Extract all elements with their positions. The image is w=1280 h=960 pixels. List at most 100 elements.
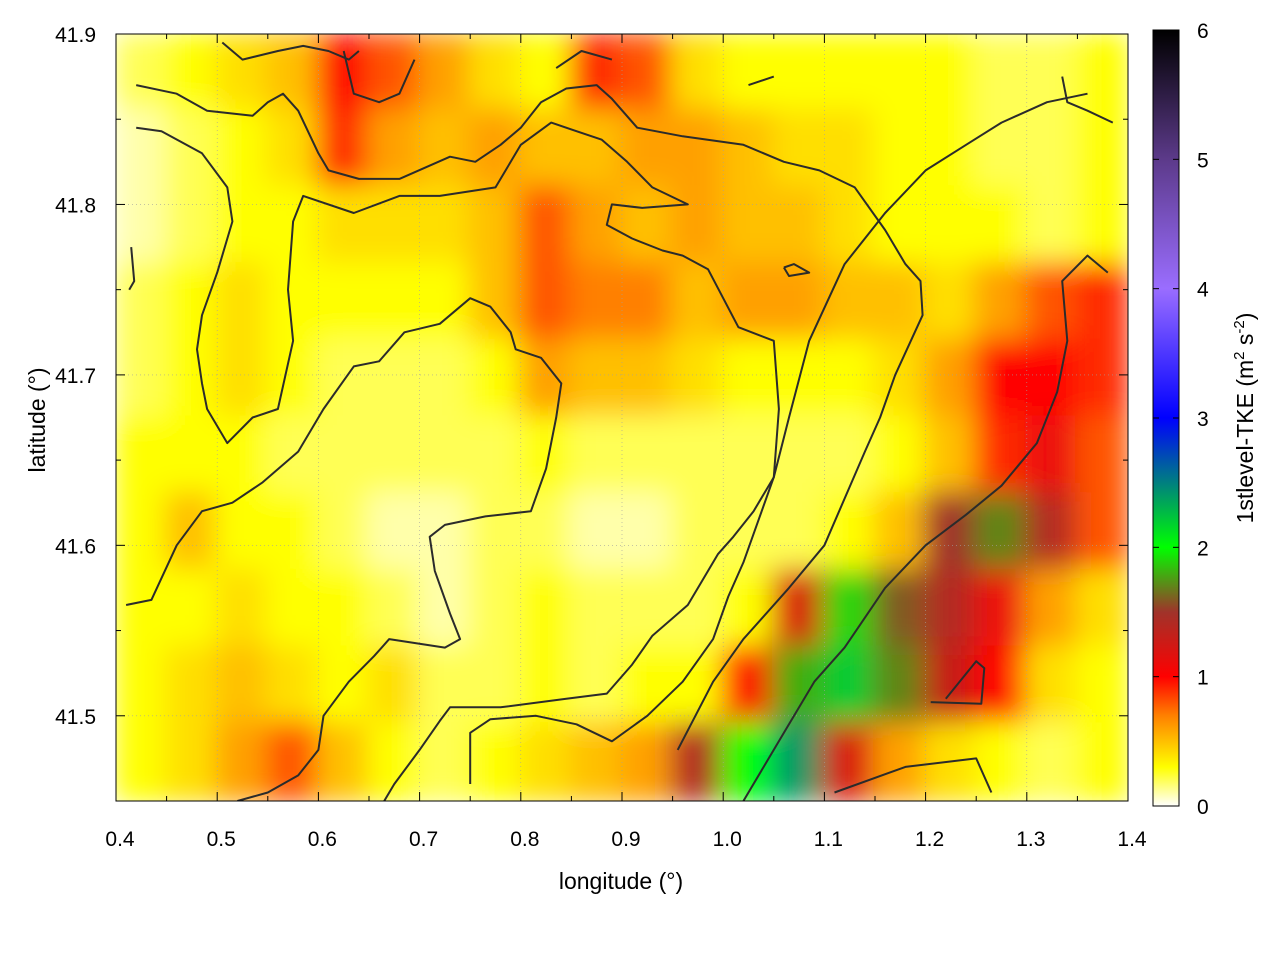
heatmap-cell	[417, 492, 473, 573]
heatmap-cell	[974, 185, 1029, 267]
contour-line	[930, 660, 986, 705]
heatmap-cell	[873, 645, 928, 727]
heatmap-cells	[116, 34, 1128, 801]
heatmap-cell	[265, 722, 321, 801]
heatmap-cell	[923, 338, 979, 420]
contour-line	[469, 92, 1088, 784]
heatmap-cell	[417, 722, 473, 801]
heatmap-cell	[721, 34, 776, 113]
heatmap-cell	[164, 722, 220, 801]
heatmap-cell	[1075, 338, 1128, 420]
heatmap-cell	[518, 492, 574, 573]
heatmap-cell	[164, 492, 220, 573]
heatmap-cell	[670, 185, 726, 267]
heatmap-cell	[670, 722, 726, 801]
heatmap-cell	[620, 645, 675, 727]
heatmap-cell	[721, 492, 776, 573]
heatmap-cell	[1075, 108, 1128, 190]
heatmap-cell	[468, 262, 523, 343]
heatmap-cell	[215, 645, 270, 727]
heatmap-cell	[923, 645, 979, 727]
heatmap-cell	[164, 568, 220, 650]
heatmap-cell	[721, 108, 776, 190]
heatmap-cell	[468, 34, 523, 113]
heatmap-cell	[569, 185, 624, 267]
heatmap-cell	[923, 568, 979, 650]
heatmap-cell	[670, 108, 726, 190]
heatmap-cell	[721, 415, 776, 497]
heatmap-cell	[620, 338, 675, 420]
heatmap-cell	[265, 338, 321, 420]
colorbar-tick-label: 3	[1197, 408, 1209, 431]
contour-line	[555, 50, 613, 69]
heatmap-cell	[974, 492, 1029, 573]
x-tick-label: 1.2	[915, 828, 944, 851]
heatmap-cell	[923, 262, 979, 343]
heatmap-cell	[923, 108, 979, 190]
heatmap-cell	[822, 568, 877, 650]
heatmap-cell	[518, 338, 574, 420]
heatmap-cell	[417, 338, 473, 420]
heatmap-cell	[569, 722, 624, 801]
heatmap-cell	[316, 415, 371, 497]
heatmap-cell	[569, 415, 624, 497]
heatmap-cell	[164, 34, 220, 113]
heatmap-cell	[670, 338, 726, 420]
heatmap-cell	[518, 185, 574, 267]
heatmap-cell	[873, 262, 928, 343]
heatmap-cell	[569, 108, 624, 190]
x-axis-title: longitude (°)	[559, 868, 683, 894]
heatmap-cell	[771, 34, 827, 113]
y-tick-label: 41.8	[55, 194, 96, 217]
heatmap-cell	[873, 34, 928, 113]
contour-line	[742, 254, 1109, 801]
x-tick-label: 0.6	[308, 828, 337, 851]
heatmap-cell	[822, 645, 877, 727]
heatmap-cell	[822, 185, 877, 267]
contour-line	[1061, 76, 1114, 124]
x-tick-label: 0.9	[611, 828, 640, 851]
heatmap-cell	[771, 645, 827, 727]
heatmap-cell	[620, 492, 675, 573]
contour-line	[125, 297, 563, 801]
heatmap-cell	[164, 185, 220, 267]
heatmap-cell	[417, 34, 473, 113]
heatmap-cell	[116, 185, 169, 267]
heatmap-cell	[569, 262, 624, 343]
heatmap-cell	[518, 568, 574, 650]
heatmap-cell	[670, 262, 726, 343]
heatmap-cell	[1075, 185, 1128, 267]
heatmap-cell	[316, 34, 371, 113]
y-tick-label: 41.6	[55, 535, 96, 558]
heatmap-cell	[417, 415, 473, 497]
x-tick-label: 1.0	[713, 828, 742, 851]
heatmap-cell	[569, 645, 624, 727]
x-tick-label: 1.3	[1016, 828, 1045, 851]
colorbar-ticks: 0 1 2 3 4 5 6	[1153, 20, 1209, 819]
heatmap-cell	[1024, 415, 1080, 497]
heatmap-cell	[1024, 262, 1080, 343]
heatmap-cell	[670, 415, 726, 497]
heatmap-cell	[822, 722, 877, 801]
heatmap-cell	[316, 262, 371, 343]
heatmap-cell	[1024, 34, 1080, 113]
heatmap-cell	[215, 34, 270, 113]
contour-line	[128, 247, 136, 291]
heatmap-cell	[1024, 492, 1080, 573]
heatmap-cell	[265, 108, 321, 190]
heatmap-cell	[721, 568, 776, 650]
heatmap-cell	[974, 262, 1029, 343]
heatmap-cell	[1075, 34, 1128, 113]
colorbar-tick-label: 5	[1197, 149, 1209, 172]
y-tick-label: 41.5	[55, 706, 96, 729]
heatmap-cell	[721, 185, 776, 267]
heatmap-cell	[1024, 108, 1080, 190]
x-axis-ticks: 0.4 0.5 0.6 0.7 0.8 0.9 1.0 1.1 1.2 1.3 1.4	[105, 34, 1147, 851]
heatmap-cell	[873, 492, 928, 573]
heatmap-cell	[215, 108, 270, 190]
x-tick-label: 0.5	[207, 828, 236, 851]
heatmap-cell	[215, 262, 270, 343]
heatmap-cell	[771, 262, 827, 343]
y-axis-title: latitude (°)	[24, 367, 50, 472]
